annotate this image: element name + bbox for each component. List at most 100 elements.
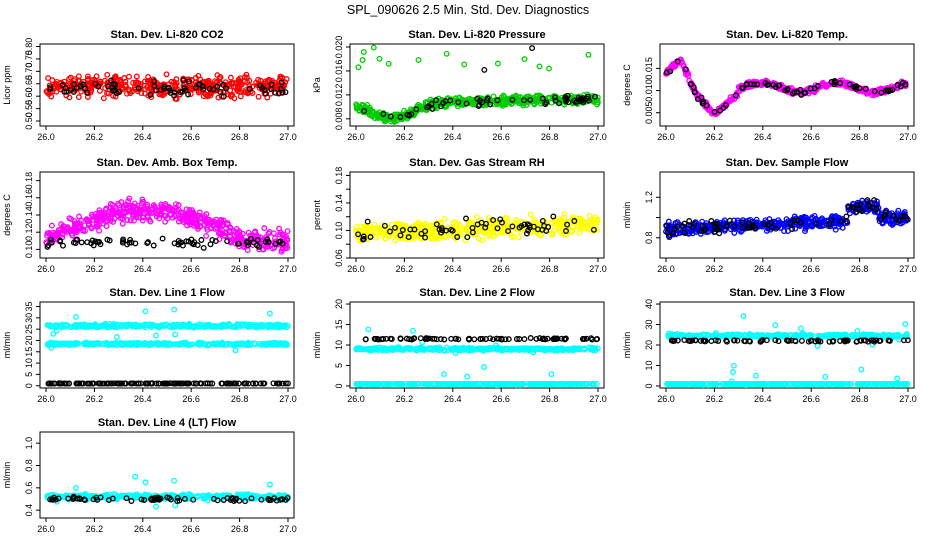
data-point <box>133 206 140 213</box>
data-point <box>250 239 257 246</box>
data-point <box>171 92 178 99</box>
data-point <box>114 380 121 387</box>
data-point <box>364 218 371 225</box>
data-point <box>67 87 74 93</box>
data-point <box>594 94 601 101</box>
data-point <box>102 77 108 84</box>
data-point <box>195 225 201 232</box>
data-point <box>139 200 145 206</box>
data-point <box>152 210 159 217</box>
data-point <box>112 323 119 330</box>
data-point <box>494 225 501 232</box>
y-tick-label: 10 <box>334 340 344 350</box>
data-point <box>864 197 871 204</box>
points-layer <box>353 210 601 244</box>
data-point <box>66 227 73 234</box>
data-point <box>262 90 269 97</box>
data-point <box>180 219 187 226</box>
data-point <box>128 239 135 246</box>
data-point <box>559 347 566 354</box>
panel-title: Stan. Dev. Gas Stream RH <box>409 157 545 169</box>
data-point <box>493 342 499 349</box>
data-point <box>546 380 553 387</box>
data-point <box>259 84 266 91</box>
data-point <box>853 86 859 93</box>
figure-title: SPL_090626 2.5 Min. Std. Dev. Diagnostic… <box>347 3 589 17</box>
data-point <box>209 218 216 225</box>
y-tick-label: 0.016 <box>334 60 344 83</box>
data-point <box>106 321 113 327</box>
data-point <box>355 64 362 71</box>
data-point <box>385 60 392 67</box>
data-point <box>217 323 224 330</box>
data-point <box>770 81 777 88</box>
data-point <box>188 77 195 84</box>
data-point <box>731 222 738 229</box>
data-point <box>194 223 201 230</box>
data-point <box>726 217 733 224</box>
y-tick-label: 25 <box>24 324 34 334</box>
data-point <box>382 346 389 353</box>
data-point <box>373 234 379 241</box>
data-point <box>136 340 143 347</box>
data-point <box>48 222 55 229</box>
data-point <box>283 237 290 243</box>
data-point <box>183 218 190 225</box>
data-point <box>490 217 497 224</box>
data-point <box>480 364 487 370</box>
data-point <box>145 207 152 214</box>
data-point <box>559 380 566 387</box>
data-point <box>674 58 681 65</box>
data-point <box>686 222 693 229</box>
data-point <box>536 63 543 70</box>
data-point <box>44 230 51 237</box>
data-point <box>244 239 251 246</box>
data-point <box>509 96 516 103</box>
data-point <box>407 226 414 233</box>
data-point <box>156 323 163 330</box>
data-point <box>565 99 572 106</box>
data-point <box>454 234 461 240</box>
y-tick-label: 20 <box>334 299 344 309</box>
data-point <box>96 239 103 245</box>
data-point <box>187 91 194 97</box>
data-point <box>747 81 754 87</box>
data-point <box>196 209 203 216</box>
x-tick-label: 26.6 <box>182 264 200 274</box>
panel-title: Stan. Dev. Li-820 Pressure <box>408 29 545 41</box>
data-point <box>385 113 392 120</box>
y-tick-label: 0 <box>334 383 344 388</box>
data-point <box>415 56 422 63</box>
data-point <box>469 345 476 352</box>
data-point <box>566 380 573 387</box>
y-tick-label: 0.18 <box>24 172 34 190</box>
data-point <box>126 73 132 80</box>
data-point <box>76 380 83 387</box>
data-point <box>138 90 145 97</box>
x-tick-label: 26.0 <box>657 264 675 274</box>
data-point <box>865 202 872 209</box>
data-point <box>144 214 151 221</box>
data-point <box>367 234 374 240</box>
data-point <box>282 89 289 96</box>
data-point <box>183 380 190 387</box>
y-axis-label: degrees C <box>2 194 12 236</box>
data-point <box>204 380 211 387</box>
data-point <box>144 240 151 247</box>
data-point <box>54 323 60 330</box>
data-point <box>45 322 52 329</box>
data-point <box>103 341 110 348</box>
data-point <box>213 340 219 347</box>
data-point <box>548 371 555 378</box>
panel-title: Stan. Dev. Amb. Box Temp. <box>97 157 238 169</box>
data-point <box>118 322 125 329</box>
x-tick-label: 26.0 <box>37 394 55 404</box>
data-point <box>128 341 135 348</box>
data-point <box>165 81 172 88</box>
data-point <box>208 225 215 232</box>
data-point <box>139 341 146 348</box>
data-point <box>868 89 875 96</box>
